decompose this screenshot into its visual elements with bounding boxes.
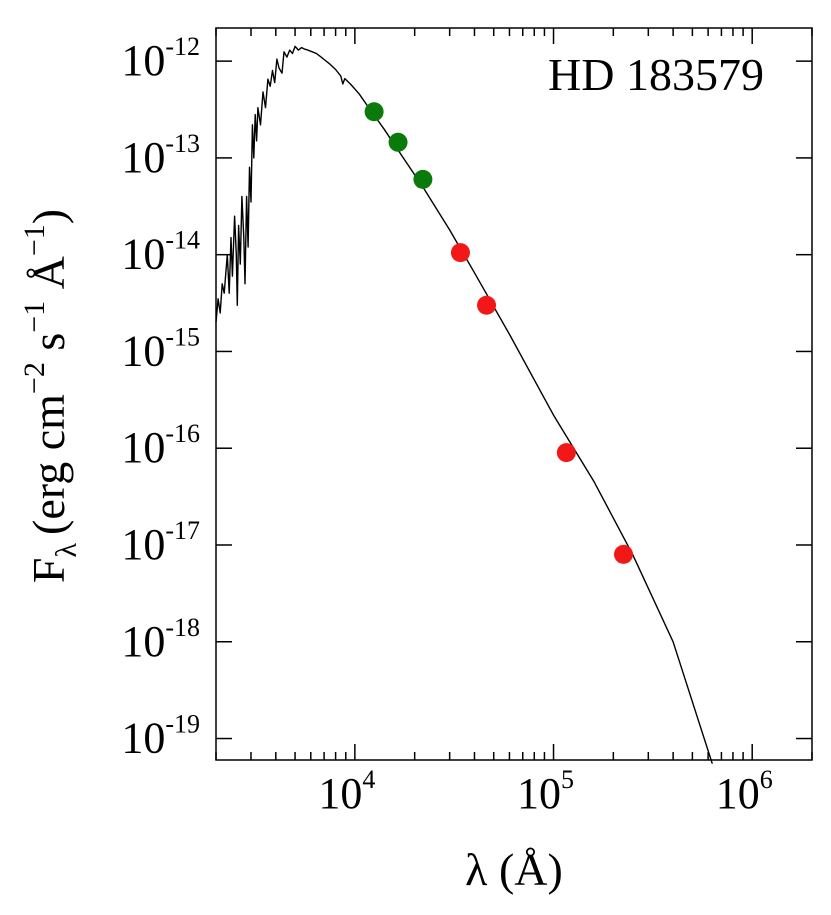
x-axis-title: λ (Å) (465, 844, 563, 895)
nir-data-point (413, 169, 433, 189)
y-tick-label: 10-18 (121, 613, 200, 666)
y-axis-title-exp3: −1 (18, 224, 51, 256)
y-axis-title-exp1: −2 (18, 362, 51, 394)
y-axis-title-units: (erg cm (23, 394, 74, 535)
tick-labels: 104 105 106 10-12 10-13 10-14 10-15 10-16 10-17 1… (121, 32, 772, 818)
y-axis-title-s: s (23, 333, 74, 362)
y-axis-title-angstrom: Å (23, 256, 74, 301)
nir-data-point (388, 132, 408, 152)
y-axis-title-base: F (23, 558, 74, 584)
y-tick-label: 10-13 (121, 129, 200, 182)
y-axis-title-sub: λ (50, 543, 83, 558)
nir-data-point (364, 102, 384, 122)
y-tick-label: 10-12 (121, 32, 200, 85)
y-tick-label: 10-16 (121, 419, 200, 472)
plot-border (215, 27, 813, 761)
photometry-points (364, 102, 633, 564)
mir-data-point (556, 443, 576, 463)
y-axis-title-exp2: −1 (18, 301, 51, 333)
axis-ticks (215, 28, 813, 760)
mir-data-point (450, 243, 470, 263)
star-name-label: HD 183579 (548, 49, 764, 100)
model-spectrum-line (215, 45, 713, 764)
plot-frame (215, 27, 813, 761)
y-tick-label: 10-14 (121, 226, 200, 279)
x-tick-label: 106 (716, 765, 773, 818)
y-tick-label: 10-15 (121, 322, 200, 375)
y-tick-label: 10-17 (121, 516, 200, 569)
x-tick-label: 105 (517, 765, 574, 818)
mir-data-point (477, 295, 497, 315)
y-axis-title-close: ) (23, 209, 74, 224)
x-tick-label: 104 (318, 765, 375, 818)
y-axis-title: Fλ(erg cm−2 s−1 Å−1) (18, 209, 83, 583)
y-tick-label: 10-19 (121, 710, 200, 763)
mir-data-point (613, 544, 633, 564)
